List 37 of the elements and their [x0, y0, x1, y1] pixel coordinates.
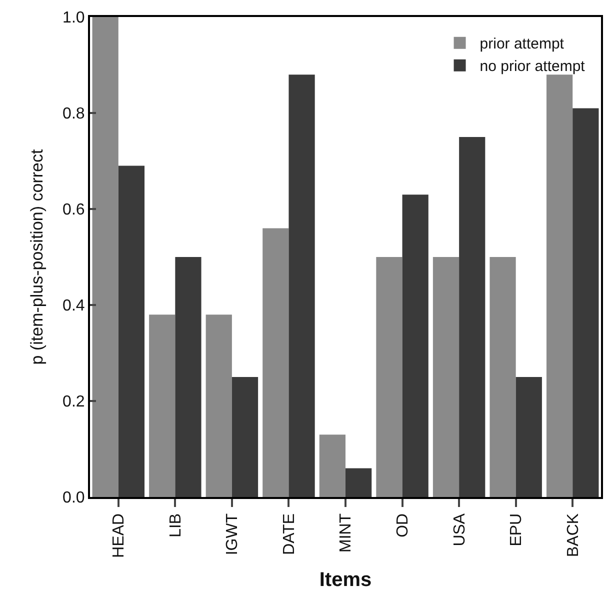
x-axis-title: Items: [319, 568, 372, 591]
bar: [432, 257, 460, 497]
x-tick-label: MINT: [338, 513, 355, 553]
y-tick-label: 0.4: [62, 298, 85, 315]
legend-label: no prior attempt: [480, 58, 586, 76]
bar: [118, 166, 145, 497]
y-tick-label: 0.2: [62, 394, 85, 411]
bar: [262, 228, 289, 497]
bar: [232, 377, 258, 497]
x-tick-label: DATE: [280, 513, 298, 555]
bar: [149, 314, 176, 497]
y-tick-label: 0.0: [62, 490, 85, 507]
bar: [546, 74, 573, 497]
x-tick-label: EPU: [508, 513, 526, 546]
bar: [459, 137, 486, 497]
legend-label: prior attempt: [480, 36, 565, 53]
x-tick-label: BACK: [564, 513, 582, 557]
bar: [490, 257, 516, 497]
bar: [206, 314, 232, 497]
bar: [572, 108, 599, 497]
bar: [319, 434, 346, 497]
y-tick-label: 0.6: [62, 202, 85, 219]
bar: [92, 17, 118, 497]
bar: [175, 257, 202, 497]
bar: [288, 74, 315, 497]
bar: [346, 468, 372, 497]
x-tick-label: OD: [394, 513, 412, 538]
x-tick-label: USA: [451, 513, 468, 546]
x-tick-label: LIB: [167, 513, 184, 538]
y-tick-label: 0.8: [62, 106, 85, 123]
y-tick-label: 1.0: [62, 10, 85, 27]
bar: [376, 257, 402, 497]
bar: [516, 377, 542, 497]
x-tick-label: IGWT: [224, 513, 242, 556]
y-axis-title: p (item-plus-position) correct: [28, 149, 47, 365]
x-tick-label: HEAD: [110, 513, 128, 558]
bar: [402, 194, 428, 497]
